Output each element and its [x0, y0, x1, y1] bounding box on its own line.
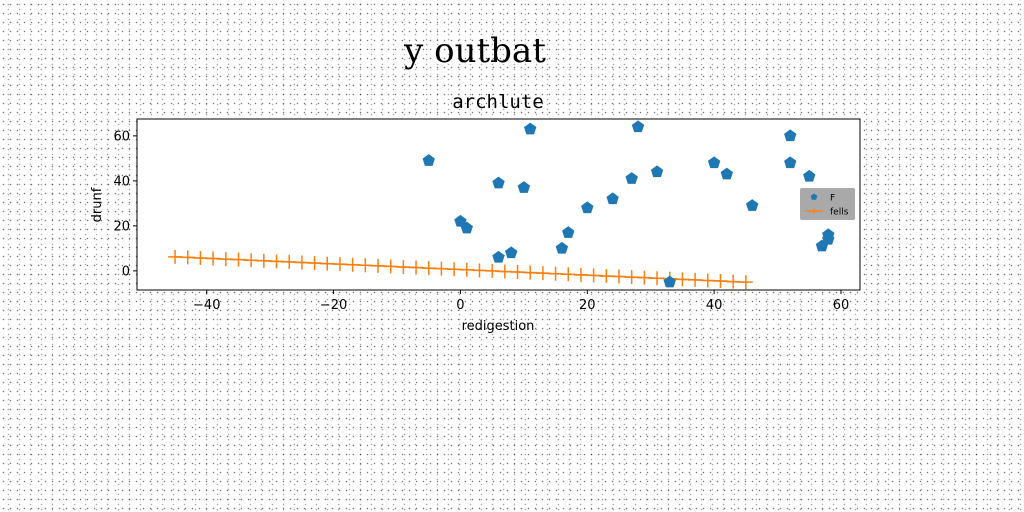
x-tick-label: 20 [579, 298, 596, 313]
x-tick-label: 60 [833, 298, 850, 313]
y-tick-label: 60 [113, 129, 130, 144]
legend-label: fells [830, 208, 849, 218]
legend-label: F [830, 194, 835, 204]
x-tick-label: 0 [456, 298, 464, 313]
y-axis: 0 20 40 60 [113, 129, 137, 279]
x-tick-label: 40 [706, 298, 723, 313]
chart-suptitle: y outbat [403, 31, 546, 71]
x-tick-label: −20 [320, 298, 347, 313]
y-tick-label: 0 [122, 264, 130, 279]
x-axis: −40 −20 0 20 40 60 [193, 290, 849, 313]
y-tick-label: 40 [113, 174, 130, 189]
x-axis-label: redigestion [462, 319, 535, 334]
x-tick-label: −40 [193, 298, 220, 313]
y-axis-label: drunf [90, 187, 105, 222]
y-tick-label: 20 [113, 219, 130, 234]
chart-title: archlute [452, 91, 544, 113]
